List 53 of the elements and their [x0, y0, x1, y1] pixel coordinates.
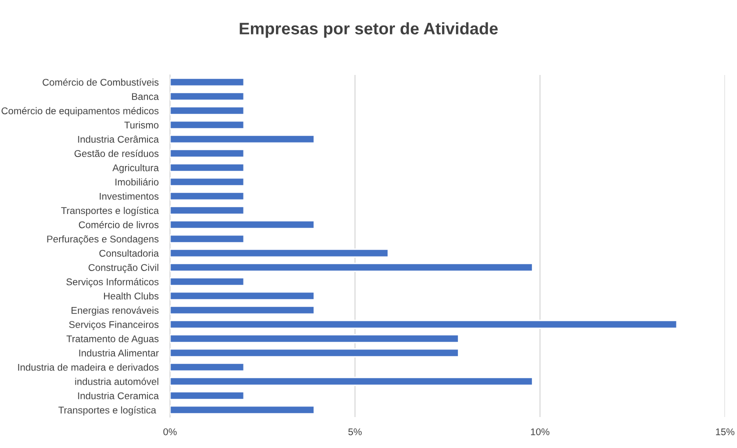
- bar: [170, 163, 245, 172]
- y-tick-label: industria automóvel: [75, 378, 158, 385]
- y-tick-label: Health Clubs: [104, 292, 159, 300]
- y-tick-label: Gestão de resíduos: [74, 150, 159, 157]
- x-tick-label: 0%: [163, 428, 177, 436]
- y-tick-label: Perfurações e Sondagens: [47, 235, 159, 244]
- bar: [170, 234, 245, 244]
- bar: [170, 106, 245, 116]
- y-tick-label: Transportes e logística: [58, 406, 156, 416]
- bar: [170, 306, 315, 315]
- bar: [170, 391, 245, 400]
- x-tick-label: 5%: [348, 428, 362, 436]
- y-tick-label: Industria Cerâmica: [78, 136, 159, 143]
- bar: [170, 277, 245, 286]
- y-tick-label: Tratamento de Aguas: [66, 335, 159, 344]
- y-tick-label: Investimentos: [100, 192, 159, 200]
- bar: [170, 320, 678, 329]
- chart-title: Empresas por setor de Atividade: [240, 22, 498, 38]
- bar: [170, 134, 315, 144]
- bar: [170, 291, 315, 300]
- bar: [170, 206, 245, 215]
- x-tick-label: 10%: [531, 428, 550, 436]
- y-tick-label: Serviços Informáticos: [66, 278, 159, 288]
- bar: [170, 78, 245, 87]
- y-tick-label: Comércio de Combustíveis: [42, 78, 159, 86]
- x-tick-label: 15%: [716, 428, 734, 436]
- bar: [170, 148, 245, 158]
- bar: [170, 92, 245, 101]
- y-tick-label: Turismo: [124, 121, 158, 128]
- y-tick-label: Industria Alimentar: [79, 349, 159, 356]
- y-tick-label: Comércio de equipamentos médicos: [2, 107, 159, 116]
- bar: [170, 120, 245, 130]
- y-tick-label: Consultadoria: [99, 250, 159, 257]
- y-tick-label: Industria de madeira e derivados: [18, 364, 159, 371]
- bar: [170, 220, 315, 230]
- bar: [170, 348, 460, 358]
- y-tick-label: Banca: [132, 93, 159, 100]
- y-tick-label: Comércio de livros: [78, 220, 159, 228]
- y-tick-label: Industria Ceramica: [78, 392, 159, 400]
- bar: [170, 177, 245, 186]
- y-tick-label: Serviços Financeiros: [69, 320, 159, 330]
- y-tick-label: Transportes e logística: [61, 206, 159, 216]
- bar: [170, 362, 245, 372]
- y-tick-label: Construção Civil: [88, 264, 158, 273]
- bar: [170, 334, 460, 344]
- bar: [170, 248, 389, 258]
- bar: [170, 262, 534, 272]
- bar: [170, 376, 534, 386]
- y-tick-label: Imobiliário: [115, 178, 158, 186]
- bar: [170, 405, 315, 414]
- y-tick-label: Agricultura: [112, 164, 159, 174]
- bar: [170, 192, 245, 201]
- y-tick-label: Energias renováveis: [72, 306, 159, 316]
